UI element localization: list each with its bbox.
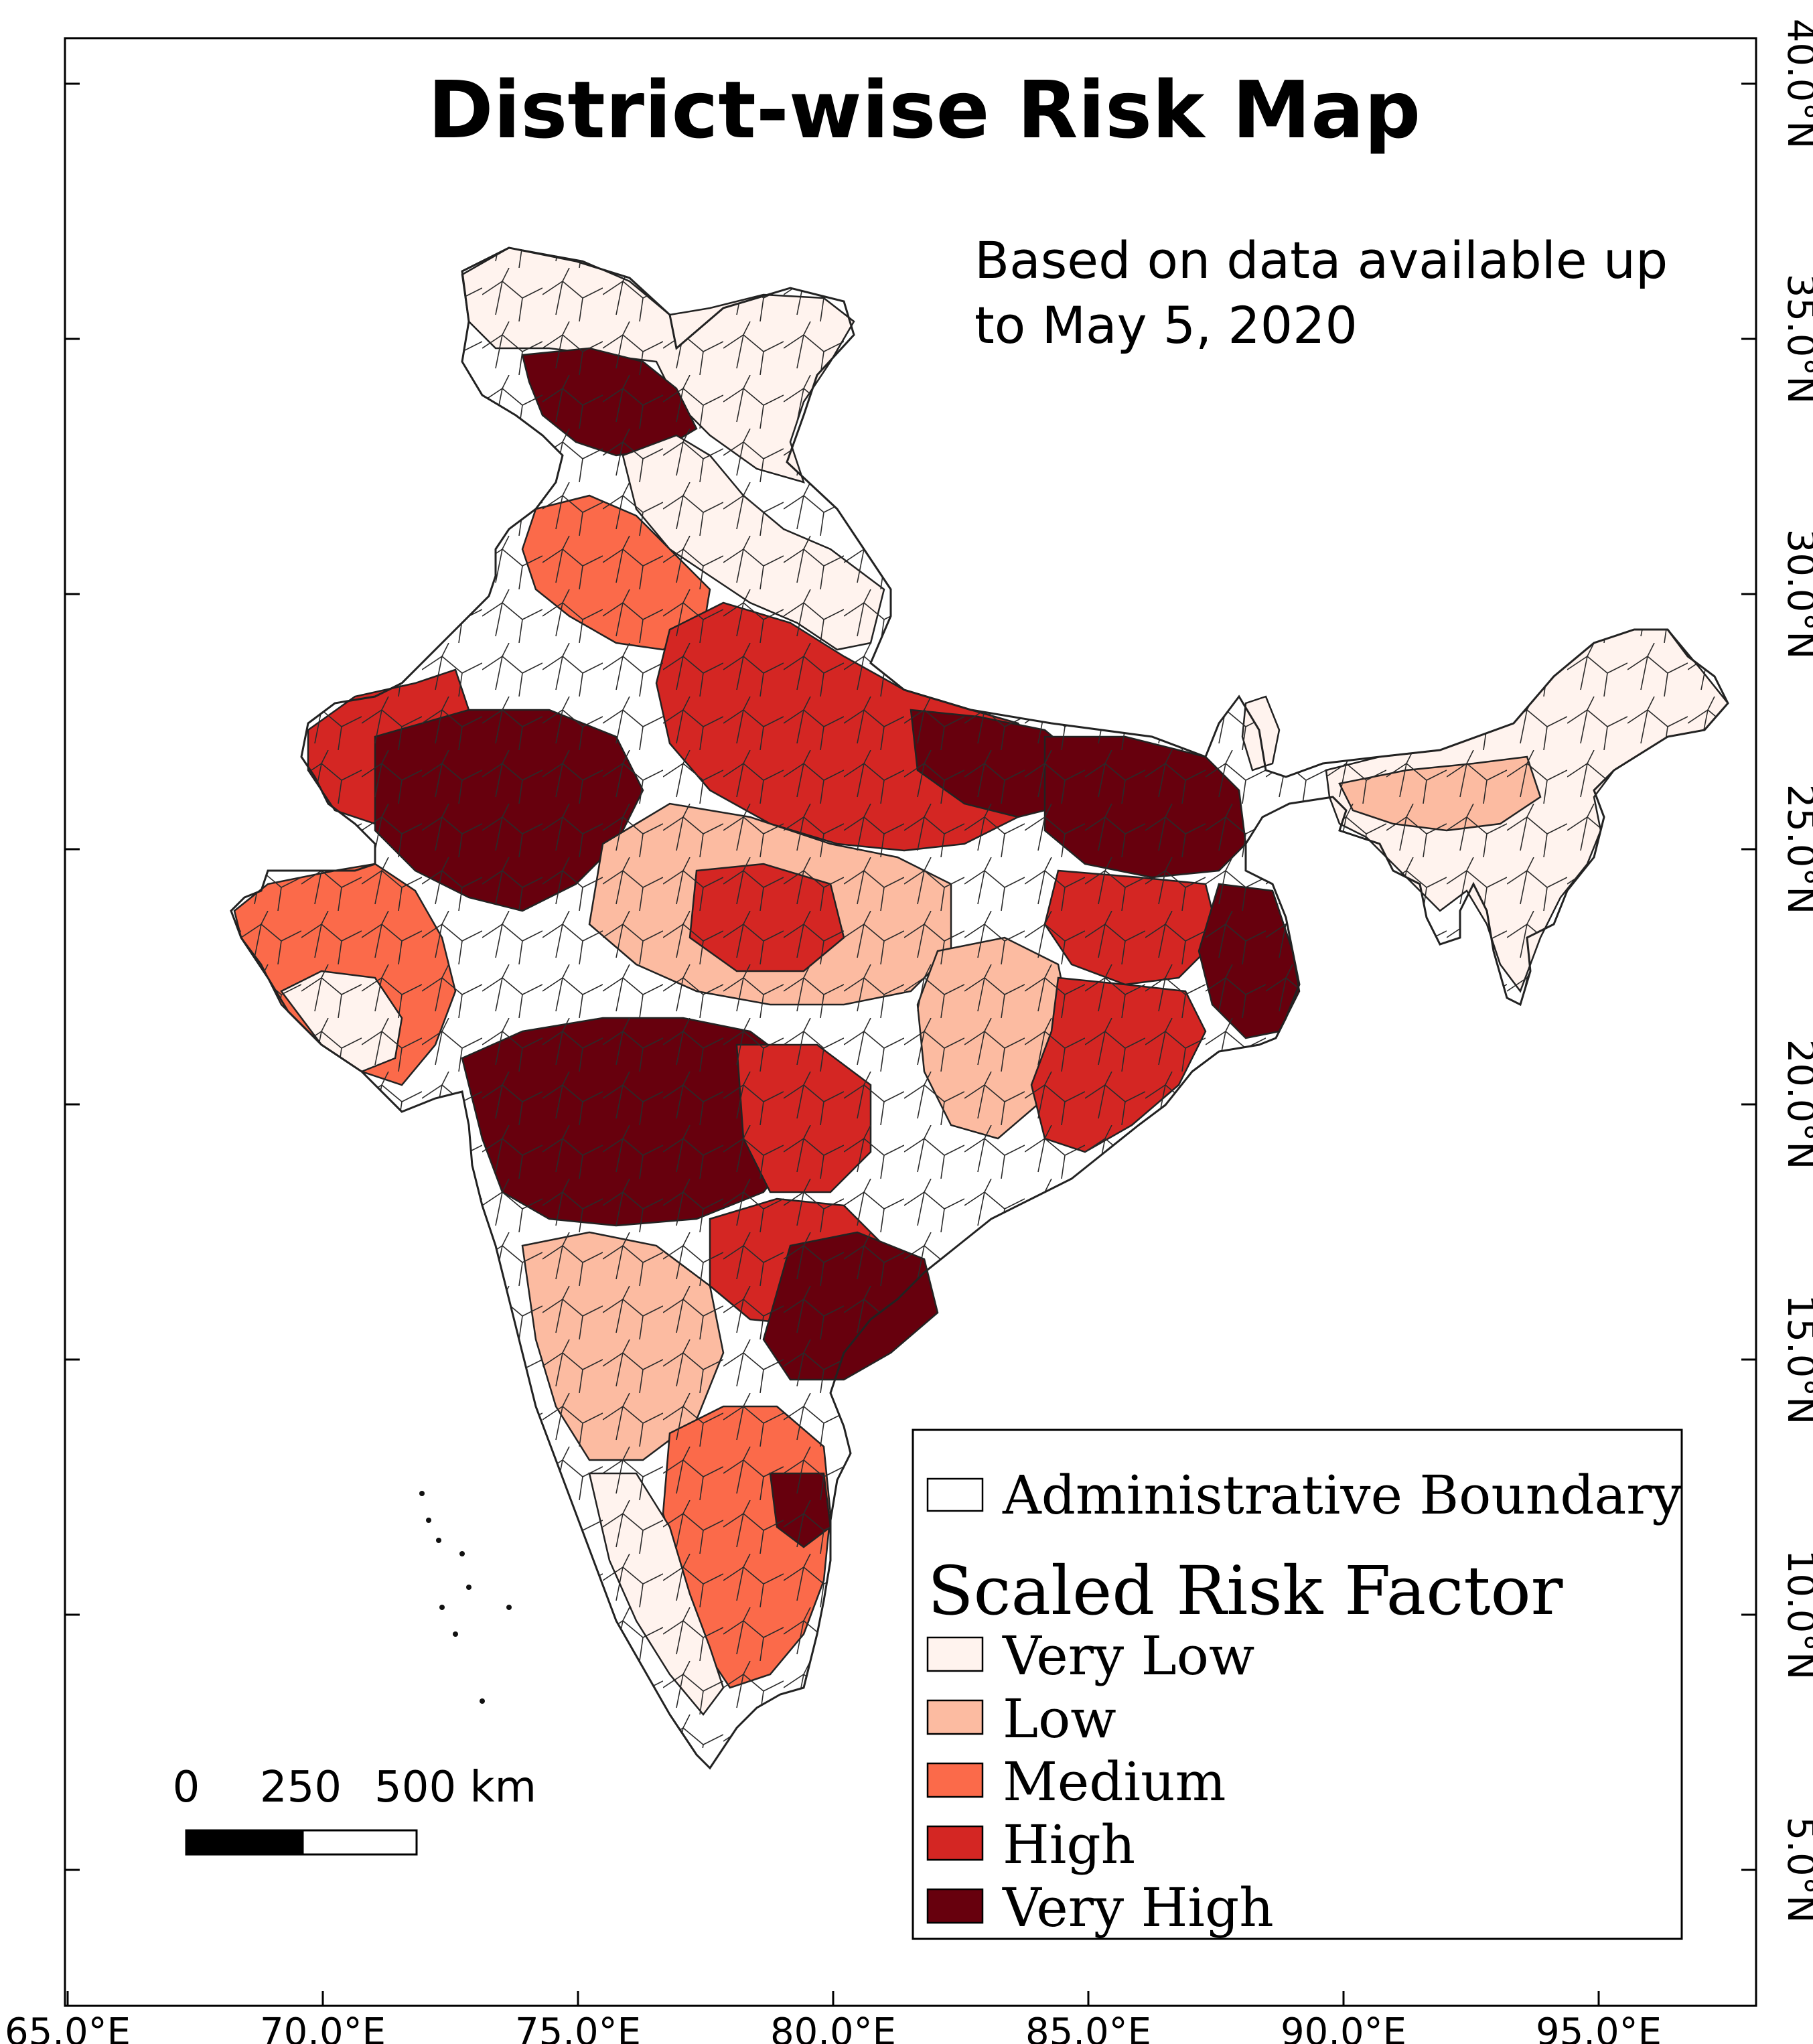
legend-swatch-medium bbox=[926, 1762, 984, 1798]
scale-bar: 0 250 500 km bbox=[173, 1763, 536, 1856]
x-tick-label: 85.0°E bbox=[1025, 2011, 1151, 2044]
map-frame bbox=[64, 37, 1757, 2007]
scale-label-0: 0 bbox=[173, 1763, 200, 1812]
legend-swatch-very-high bbox=[926, 1888, 984, 1924]
island-marker bbox=[439, 1605, 445, 1610]
legend-swatch-low bbox=[926, 1699, 984, 1735]
legend-box bbox=[912, 1429, 1683, 1940]
legend-swatch-very-low bbox=[926, 1636, 984, 1672]
x-tick-label: 90.0°E bbox=[1281, 2011, 1406, 2044]
y-tick-label: 25.0°N bbox=[1779, 784, 1813, 915]
legend-boundary-label: Administrative Boundary bbox=[1002, 1464, 1682, 1526]
island-marker bbox=[480, 1698, 485, 1704]
y-tick-label: 20.0°N bbox=[1779, 1039, 1813, 1170]
x-axis: 65.0°E 70.0°E 75.0°E 80.0°E 85.0°E 90.0°E 95.0… bbox=[5, 1991, 1662, 2044]
y-tick-label: 15.0°N bbox=[1779, 1295, 1813, 1425]
y-tick-label: 30.0°N bbox=[1779, 529, 1813, 660]
island-marker bbox=[436, 1538, 441, 1543]
legend-label-very-low: Very Low bbox=[1002, 1625, 1254, 1687]
island-marker bbox=[419, 1491, 425, 1496]
legend-heading: Scaled Risk Factor bbox=[928, 1552, 1563, 1630]
legend-swatch-high bbox=[926, 1825, 984, 1861]
scale-label-500: 500 km bbox=[374, 1763, 536, 1812]
subtitle-line-2: to May 5, 2020 bbox=[974, 295, 1358, 355]
island-marker bbox=[453, 1631, 458, 1637]
y-tick-label: 35.0°N bbox=[1779, 274, 1813, 405]
y-tick-label: 40.0°N bbox=[1779, 19, 1813, 149]
map-title: District-wise Risk Map bbox=[428, 64, 1421, 156]
x-tick-label: 65.0°E bbox=[5, 2011, 131, 2044]
x-tick-label: 80.0°E bbox=[770, 2011, 896, 2044]
national-boundary bbox=[230, 246, 1729, 1770]
legend-label-low: Low bbox=[1003, 1688, 1116, 1750]
legend: Administrative Boundary Scaled Risk Fact… bbox=[912, 1429, 1683, 1940]
scale-bar-white-segment bbox=[301, 1829, 418, 1856]
scale-label-250: 250 bbox=[260, 1763, 342, 1812]
legend-label-high: High bbox=[1003, 1814, 1135, 1876]
x-tick-label: 70.0°E bbox=[260, 2011, 386, 2044]
y-tick-label: 10.0°N bbox=[1779, 1550, 1813, 1680]
scale-bar-black-segment bbox=[185, 1829, 304, 1856]
legend-label-medium: Medium bbox=[1003, 1751, 1226, 1813]
island-marker bbox=[506, 1605, 512, 1610]
y-tick-label: 5.0°N bbox=[1779, 1817, 1813, 1923]
island-marker bbox=[459, 1551, 465, 1556]
x-tick-label: 95.0°E bbox=[1536, 2011, 1662, 2044]
x-tick-label: 75.0°E bbox=[515, 2011, 641, 2044]
subtitle-line-1: Based on data available up bbox=[974, 230, 1668, 290]
island-marker bbox=[426, 1518, 431, 1523]
island-marker bbox=[466, 1585, 472, 1590]
legend-boundary-swatch bbox=[926, 1477, 984, 1512]
y-axis: 40.0°N 35.0°N 30.0°N 25.0°N 20.0°N 15.0°N 10.0… bbox=[65, 19, 1813, 1923]
legend-label-very-high: Very High bbox=[1002, 1877, 1274, 1939]
